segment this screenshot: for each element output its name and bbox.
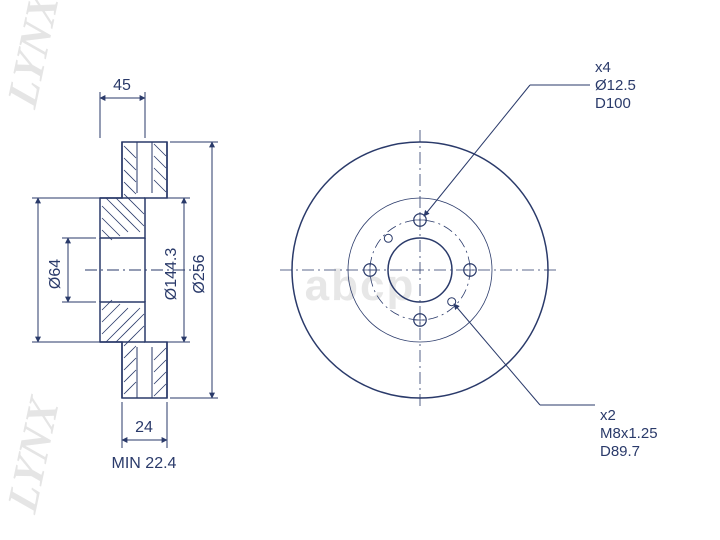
front-view [280, 85, 595, 410]
svg-text:x4: x4 [595, 59, 611, 76]
dim-bottom-24: 24 MIN 22.4 [112, 402, 177, 472]
brand-watermark-bottom: LYNX [0, 389, 68, 519]
dim-top-45: 45 [100, 77, 145, 138]
svg-text:Ø144.3: Ø144.3 [163, 248, 180, 301]
svg-text:x2: x2 [600, 407, 616, 424]
min-thickness-label: MIN 22.4 [112, 455, 177, 472]
technical-drawing: LYNX LYNX abcp [0, 0, 720, 540]
svg-text:Ø64: Ø64 [47, 259, 64, 289]
callout-thread-text: x2 M8x1.25 D89.7 [600, 407, 658, 460]
svg-text:LYNX: LYNX [0, 0, 68, 114]
dim-diameters: Ø64 [32, 198, 118, 342]
callout-thread [454, 304, 595, 405]
svg-text:LYNX: LYNX [0, 389, 68, 519]
callout-bolt [424, 85, 590, 216]
svg-text:24: 24 [135, 419, 153, 436]
svg-text:D100: D100 [595, 95, 631, 112]
brand-watermark-top: LYNX [0, 0, 68, 114]
svg-text:Ø12.5: Ø12.5 [595, 77, 636, 94]
svg-text:45: 45 [113, 77, 131, 94]
watermark-text: abcp [305, 261, 416, 310]
svg-text:Ø256: Ø256 [191, 254, 208, 293]
svg-text:D89.7: D89.7 [600, 443, 640, 460]
callout-bolt-text: x4 Ø12.5 D100 [595, 59, 636, 112]
svg-text:M8x1.25: M8x1.25 [600, 425, 658, 442]
